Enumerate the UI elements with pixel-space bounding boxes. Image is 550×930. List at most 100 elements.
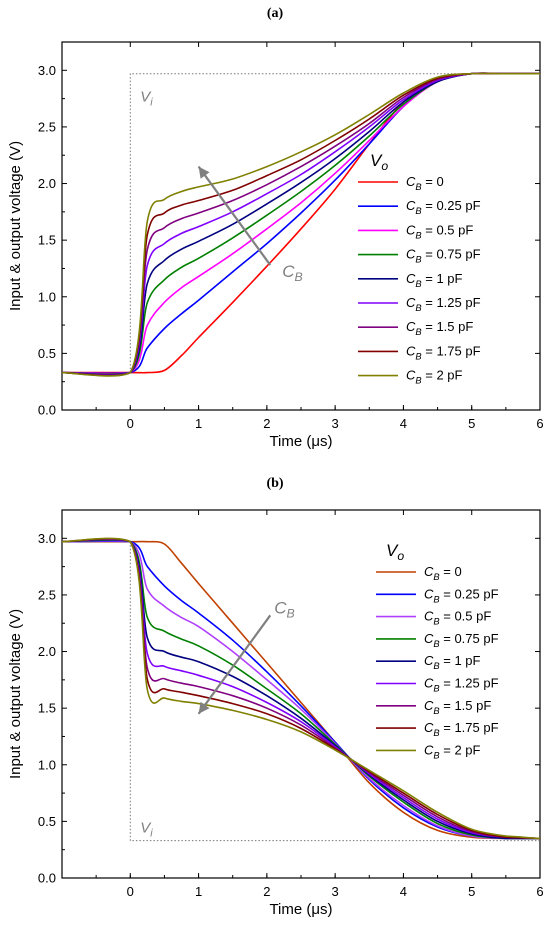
x-tick-label: 4 bbox=[400, 884, 407, 899]
legend-entry-1: CB = 0.25 pF bbox=[424, 586, 499, 604]
series-line-5 bbox=[62, 538, 540, 840]
legend-entry-2-main: C bbox=[424, 609, 434, 624]
y-tick-label: 2.0 bbox=[38, 176, 56, 191]
legend-entry-5: CB = 1.25 pF bbox=[406, 295, 481, 313]
legend-entry-6: CB = 1.5 pF bbox=[424, 698, 491, 716]
legend-title-sub: o bbox=[397, 549, 404, 563]
legend-entry-7-sub: B bbox=[433, 728, 439, 738]
legend-title-sub: o bbox=[381, 159, 388, 173]
legend-entry-3: CB = 0.75 pF bbox=[424, 631, 499, 649]
legend-entry-4-rest: = 1 pF bbox=[422, 271, 463, 286]
x-tick-label: 5 bbox=[468, 416, 475, 431]
legend-entry-6-rest: = 1.5 pF bbox=[422, 319, 474, 334]
x-axis-title: Time (μs) bbox=[269, 901, 332, 918]
legend-entry-1-main: C bbox=[424, 586, 434, 601]
legend-entry-5-sub: B bbox=[415, 303, 421, 313]
input-label-sub: i bbox=[150, 828, 153, 840]
y-axis-title: Input & output voltage (V) bbox=[7, 141, 24, 311]
legend-entry-2-sub: B bbox=[433, 617, 439, 627]
legend-entry-1-rest: = 0.25 pF bbox=[422, 198, 481, 213]
legend-entry-7-main: C bbox=[406, 343, 416, 358]
x-tick-label: 4 bbox=[400, 416, 407, 431]
legend-entry-2-main: C bbox=[406, 222, 416, 237]
legend-entry-2: CB = 0.5 pF bbox=[424, 609, 491, 627]
series-line-6 bbox=[62, 538, 540, 840]
legend-entry-0-rest: = 0 bbox=[422, 174, 444, 189]
legend-entry-5-rest: = 1.25 pF bbox=[440, 676, 499, 691]
y-tick-label: 3.0 bbox=[38, 531, 56, 546]
chart-panel-b: (b) 0 1 2 3 4 5 6 0.0 0.5 1.0 1.5 2.0 2.5 3.0 Time (μs)… bbox=[7, 476, 544, 918]
legend-entry-8-main: C bbox=[406, 368, 416, 383]
x-tick-label: 1 bbox=[195, 884, 202, 899]
input-signal-dotted bbox=[129, 73, 540, 373]
x-tick-label: 1 bbox=[195, 416, 202, 431]
legend-entry-0-main: C bbox=[424, 564, 434, 579]
legend-entry-4-sub: B bbox=[415, 279, 421, 289]
panel-label: (b) bbox=[266, 476, 283, 491]
legend-entry-6-rest: = 1.5 pF bbox=[440, 698, 492, 713]
x-tick-label: 3 bbox=[332, 884, 339, 899]
y-tick-label: 3.0 bbox=[38, 63, 56, 78]
legend-entry-1-sub: B bbox=[415, 206, 421, 216]
x-tick-label: 5 bbox=[468, 884, 475, 899]
y-tick-label: 2.5 bbox=[38, 119, 56, 134]
series-line-3 bbox=[62, 539, 540, 840]
legend-entry-3-rest: = 0.75 pF bbox=[422, 247, 481, 262]
input-label: Vi bbox=[140, 820, 153, 840]
legend-entry-0-main: C bbox=[406, 174, 416, 189]
y-tick-label: 0.5 bbox=[38, 346, 56, 361]
x-tick-label: 6 bbox=[536, 416, 543, 431]
chart-panel-a: (a) 0 1 2 3 4 5 6 0.0 0.5 1.0 1.5 2.0 2.5 3.0 Time (μs)… bbox=[7, 6, 544, 450]
legend-entry-8-sub: B bbox=[433, 750, 439, 760]
legend-entry-1-sub: B bbox=[433, 594, 439, 604]
legend-entry-0: CB = 0 bbox=[424, 564, 462, 582]
legend-entry-3-rest: = 0.75 pF bbox=[440, 631, 499, 646]
cb-arrow-head bbox=[198, 701, 210, 714]
legend-entry-8-rest: = 2 pF bbox=[422, 368, 463, 383]
legend-title-main: V bbox=[370, 151, 383, 170]
legend-entry-6-sub: B bbox=[433, 706, 439, 716]
cb-arrow-shaft bbox=[197, 614, 272, 715]
cb-arrow-label-main: C bbox=[282, 262, 295, 281]
legend-entry-6-main: C bbox=[406, 319, 416, 334]
legend-title: Vo bbox=[386, 541, 404, 563]
legend-entry-3-sub: B bbox=[433, 639, 439, 649]
legend-entry-7-sub: B bbox=[415, 351, 421, 361]
cb-arrow-head bbox=[198, 166, 210, 179]
legend-entry-5: CB = 1.25 pF bbox=[424, 676, 499, 694]
series-line-7 bbox=[62, 537, 540, 840]
legend-entry-2-rest: = 0.5 pF bbox=[422, 222, 474, 237]
legend-entry-4-rest: = 1 pF bbox=[440, 653, 481, 668]
x-tick-label: 2 bbox=[263, 416, 270, 431]
legend-entry-1: CB = 0.25 pF bbox=[406, 198, 481, 216]
series-group bbox=[62, 72, 540, 377]
y-tick-label: 0.0 bbox=[38, 403, 56, 418]
legend-entry-0-sub: B bbox=[415, 182, 421, 192]
legend-entry-7: CB = 1.75 pF bbox=[424, 720, 499, 738]
x-tick-label: 0 bbox=[127, 884, 134, 899]
legend-entry-6-sub: B bbox=[415, 327, 421, 337]
legend-entry-2: CB = 0.5 pF bbox=[406, 222, 473, 240]
legend-entry-5-rest: = 1.25 pF bbox=[422, 295, 481, 310]
y-tick-label: 2.5 bbox=[38, 587, 56, 602]
cb-arrow-shaft bbox=[197, 165, 272, 266]
y-tick-label: 1.5 bbox=[38, 701, 56, 716]
cb-arrow-label: CB bbox=[282, 262, 302, 284]
legend-entry-5-sub: B bbox=[433, 684, 439, 694]
x-tick-label: 2 bbox=[263, 884, 270, 899]
legend-entry-6-main: C bbox=[424, 698, 434, 713]
legend-entry-0: CB = 0 bbox=[406, 174, 444, 192]
legend-entry-5-main: C bbox=[406, 295, 416, 310]
legend-entry-7-rest: = 1.75 pF bbox=[440, 720, 499, 735]
input-label: Vi bbox=[140, 89, 153, 109]
cb-arrow-label-sub: B bbox=[295, 270, 303, 284]
legend-entry-3: CB = 0.75 pF bbox=[406, 247, 481, 265]
legend-entry-8-main: C bbox=[424, 742, 434, 757]
input-label-main: V bbox=[140, 820, 152, 837]
legend-entry-0-sub: B bbox=[433, 572, 439, 582]
legend-entry-3-main: C bbox=[406, 247, 416, 262]
y-tick-label: 1.0 bbox=[38, 757, 56, 772]
